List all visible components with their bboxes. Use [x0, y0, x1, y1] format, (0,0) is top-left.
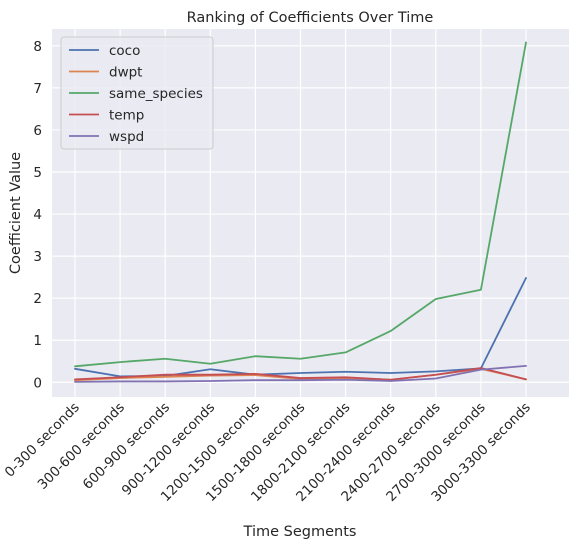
- series-lines: [74, 41, 527, 383]
- y-tick-label: 5: [33, 165, 42, 181]
- y-tick-label: 1: [33, 333, 42, 349]
- y-tick-label: 4: [33, 207, 42, 223]
- y-tick-label: 3: [33, 249, 42, 265]
- y-tick-label: 2: [33, 291, 42, 307]
- chart-title: Ranking of Coefficients Over Time: [187, 10, 434, 26]
- legend-entry-label: temp: [109, 108, 144, 124]
- series-line-temp: [74, 367, 527, 381]
- series-line-wspd: [74, 364, 527, 383]
- y-axis-label: Coefficient Value: [8, 152, 24, 274]
- legend-entry-label: wspd: [109, 129, 144, 145]
- legend-entry-label: dwpt: [109, 65, 142, 81]
- y-tick-label: 8: [33, 39, 42, 55]
- legend-entry-label: coco: [109, 43, 140, 59]
- y-tick-label: 0: [33, 375, 42, 391]
- y-tick-label: 6: [33, 123, 42, 139]
- legend-entry-label: same_species: [109, 86, 203, 102]
- y-tick-labels: 0 1 2 3 4 5 6 7 8: [33, 39, 42, 391]
- x-gridlines: [74, 29, 527, 397]
- y-tick-label: 7: [33, 81, 42, 97]
- x-tick-label: 0-300 seconds: [2, 400, 83, 481]
- series-line-same-species: [74, 41, 527, 368]
- x-axis-label: Time Segments: [243, 524, 357, 540]
- legend-box: [60, 36, 214, 150]
